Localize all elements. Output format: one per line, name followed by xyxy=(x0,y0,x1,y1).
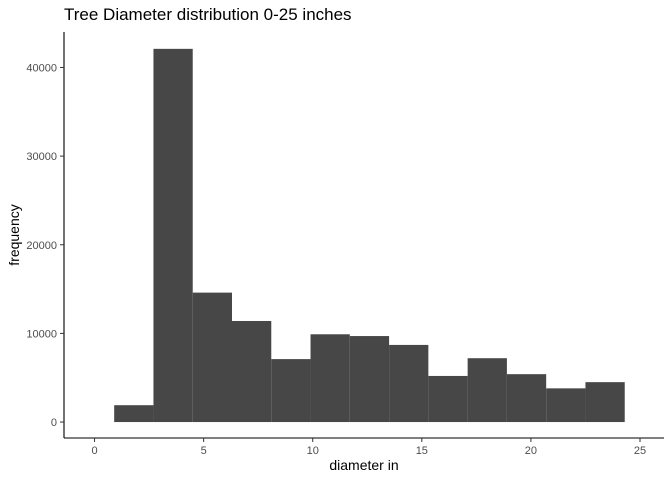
histogram-bar-3 xyxy=(232,320,272,423)
y-tick-label: 30000 xyxy=(26,151,57,163)
y-tick-label: 20000 xyxy=(26,240,57,252)
histogram-bar-10 xyxy=(506,374,547,423)
x-ticks-group: 0 5 10 15 20 25 xyxy=(91,438,646,457)
histogram-bar-1 xyxy=(153,48,193,423)
axes-group xyxy=(63,32,664,439)
histogram-bar-4 xyxy=(271,359,311,423)
histogram-bar-7 xyxy=(389,344,429,423)
x-tick-label: 10 xyxy=(307,445,319,457)
y-tick-label: 40000 xyxy=(26,62,57,74)
x-tick-label: 20 xyxy=(525,445,537,457)
x-tick-label: 15 xyxy=(416,445,428,457)
x-tick-label: 25 xyxy=(634,445,646,457)
histogram-bar-5 xyxy=(310,334,350,423)
histogram-bar-9 xyxy=(467,358,507,423)
histogram-bar-11 xyxy=(546,388,586,423)
histogram-bar-6 xyxy=(349,336,390,423)
x-tick-label: 5 xyxy=(201,445,207,457)
histogram-bar-8 xyxy=(428,375,468,423)
y-ticks-group: 0 10000 20000 30000 40000 xyxy=(26,62,64,429)
histogram-bar-2 xyxy=(192,292,232,423)
y-tick-label: 0 xyxy=(51,417,57,429)
x-tick-label: 0 xyxy=(91,445,97,457)
x-axis-label: diameter in xyxy=(329,457,398,473)
y-axis-label: frequency xyxy=(6,204,22,265)
histogram-bar-0 xyxy=(114,405,154,423)
chart-title: Tree Diameter distribution 0-25 inches xyxy=(64,5,352,24)
bars-group xyxy=(114,48,625,423)
histogram-bar-12 xyxy=(585,382,625,423)
y-tick-label: 10000 xyxy=(26,328,57,340)
